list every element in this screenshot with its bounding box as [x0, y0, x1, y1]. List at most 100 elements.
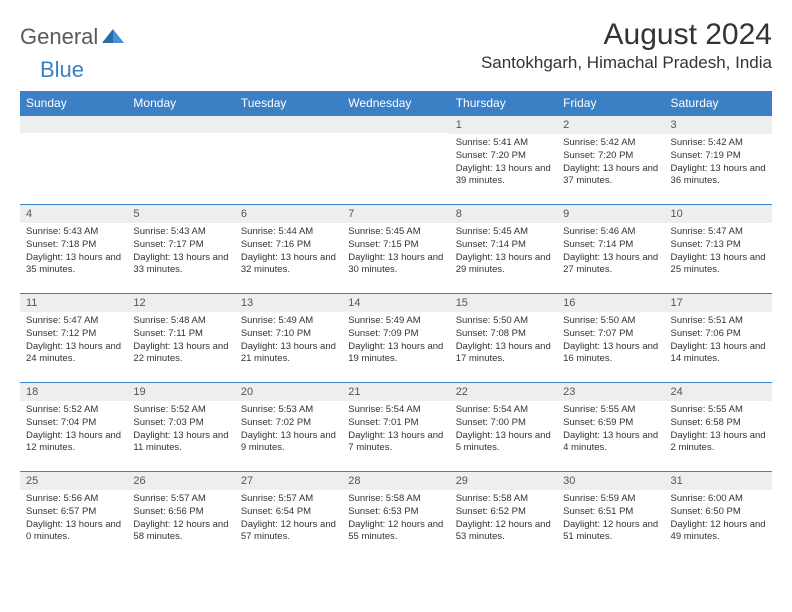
day-cell: 18Sunrise: 5:52 AMSunset: 7:04 PMDayligh… — [20, 383, 127, 472]
day-details: Sunrise: 5:48 AMSunset: 7:11 PMDaylight:… — [127, 312, 234, 372]
day-cell: 19Sunrise: 5:52 AMSunset: 7:03 PMDayligh… — [127, 383, 234, 472]
day-cell: 28Sunrise: 5:58 AMSunset: 6:53 PMDayligh… — [342, 472, 449, 561]
weekday-header: Friday — [557, 91, 664, 116]
day-details: Sunrise: 5:58 AMSunset: 6:53 PMDaylight:… — [342, 490, 449, 550]
day-number: 13 — [235, 294, 342, 312]
day-details: Sunrise: 5:41 AMSunset: 7:20 PMDaylight:… — [450, 134, 557, 194]
weekday-header-row: SundayMondayTuesdayWednesdayThursdayFrid… — [20, 91, 772, 116]
day-details: Sunrise: 5:55 AMSunset: 6:59 PMDaylight:… — [557, 401, 664, 461]
weekday-header: Tuesday — [235, 91, 342, 116]
day-number: 22 — [450, 383, 557, 401]
day-details: Sunrise: 5:43 AMSunset: 7:17 PMDaylight:… — [127, 223, 234, 283]
day-cell: 23Sunrise: 5:55 AMSunset: 6:59 PMDayligh… — [557, 383, 664, 472]
day-number: 25 — [20, 472, 127, 490]
day-cell: 27Sunrise: 5:57 AMSunset: 6:54 PMDayligh… — [235, 472, 342, 561]
day-details: Sunrise: 5:54 AMSunset: 7:00 PMDaylight:… — [450, 401, 557, 461]
day-details: Sunrise: 5:45 AMSunset: 7:14 PMDaylight:… — [450, 223, 557, 283]
empty-day — [20, 116, 127, 133]
day-cell: 11Sunrise: 5:47 AMSunset: 7:12 PMDayligh… — [20, 294, 127, 383]
day-cell: 12Sunrise: 5:48 AMSunset: 7:11 PMDayligh… — [127, 294, 234, 383]
empty-day — [342, 116, 449, 133]
day-cell: 1Sunrise: 5:41 AMSunset: 7:20 PMDaylight… — [450, 116, 557, 205]
day-details: Sunrise: 5:58 AMSunset: 6:52 PMDaylight:… — [450, 490, 557, 550]
day-cell: 29Sunrise: 5:58 AMSunset: 6:52 PMDayligh… — [450, 472, 557, 561]
day-cell: 20Sunrise: 5:53 AMSunset: 7:02 PMDayligh… — [235, 383, 342, 472]
day-cell: 3Sunrise: 5:42 AMSunset: 7:19 PMDaylight… — [665, 116, 772, 205]
month-title: August 2024 — [481, 18, 772, 51]
day-cell: 2Sunrise: 5:42 AMSunset: 7:20 PMDaylight… — [557, 116, 664, 205]
day-details: Sunrise: 5:43 AMSunset: 7:18 PMDaylight:… — [20, 223, 127, 283]
day-cell: 5Sunrise: 5:43 AMSunset: 7:17 PMDaylight… — [127, 205, 234, 294]
day-cell: 15Sunrise: 5:50 AMSunset: 7:08 PMDayligh… — [450, 294, 557, 383]
day-cell: 30Sunrise: 5:59 AMSunset: 6:51 PMDayligh… — [557, 472, 664, 561]
day-details: Sunrise: 5:51 AMSunset: 7:06 PMDaylight:… — [665, 312, 772, 372]
empty-day — [235, 116, 342, 133]
day-number: 3 — [665, 116, 772, 134]
day-cell: 22Sunrise: 5:54 AMSunset: 7:00 PMDayligh… — [450, 383, 557, 472]
day-number: 1 — [450, 116, 557, 134]
day-details: Sunrise: 5:53 AMSunset: 7:02 PMDaylight:… — [235, 401, 342, 461]
day-number: 27 — [235, 472, 342, 490]
day-number: 29 — [450, 472, 557, 490]
day-details: Sunrise: 5:45 AMSunset: 7:15 PMDaylight:… — [342, 223, 449, 283]
day-details: Sunrise: 6:00 AMSunset: 6:50 PMDaylight:… — [665, 490, 772, 550]
day-number: 19 — [127, 383, 234, 401]
day-cell: 17Sunrise: 5:51 AMSunset: 7:06 PMDayligh… — [665, 294, 772, 383]
day-cell — [20, 116, 127, 205]
day-details: Sunrise: 5:42 AMSunset: 7:20 PMDaylight:… — [557, 134, 664, 194]
calendar-week-row: 1Sunrise: 5:41 AMSunset: 7:20 PMDaylight… — [20, 116, 772, 205]
day-number: 17 — [665, 294, 772, 312]
calendar-body: 1Sunrise: 5:41 AMSunset: 7:20 PMDaylight… — [20, 116, 772, 561]
day-details: Sunrise: 5:49 AMSunset: 7:10 PMDaylight:… — [235, 312, 342, 372]
day-number: 14 — [342, 294, 449, 312]
day-cell: 4Sunrise: 5:43 AMSunset: 7:18 PMDaylight… — [20, 205, 127, 294]
calendar-week-row: 4Sunrise: 5:43 AMSunset: 7:18 PMDaylight… — [20, 205, 772, 294]
day-number: 15 — [450, 294, 557, 312]
day-number: 4 — [20, 205, 127, 223]
weekday-header: Monday — [127, 91, 234, 116]
day-cell: 13Sunrise: 5:49 AMSunset: 7:10 PMDayligh… — [235, 294, 342, 383]
brand-part1: General — [20, 24, 98, 50]
day-number: 8 — [450, 205, 557, 223]
calendar-week-row: 18Sunrise: 5:52 AMSunset: 7:04 PMDayligh… — [20, 383, 772, 472]
day-number: 16 — [557, 294, 664, 312]
day-cell: 14Sunrise: 5:49 AMSunset: 7:09 PMDayligh… — [342, 294, 449, 383]
weekday-header: Wednesday — [342, 91, 449, 116]
day-details: Sunrise: 5:52 AMSunset: 7:04 PMDaylight:… — [20, 401, 127, 461]
day-cell — [342, 116, 449, 205]
calendar-table: SundayMondayTuesdayWednesdayThursdayFrid… — [20, 91, 772, 560]
day-cell — [127, 116, 234, 205]
day-number: 23 — [557, 383, 664, 401]
day-number: 21 — [342, 383, 449, 401]
calendar-week-row: 25Sunrise: 5:56 AMSunset: 6:57 PMDayligh… — [20, 472, 772, 561]
day-cell: 24Sunrise: 5:55 AMSunset: 6:58 PMDayligh… — [665, 383, 772, 472]
day-details: Sunrise: 5:54 AMSunset: 7:01 PMDaylight:… — [342, 401, 449, 461]
brand-logo: General — [20, 18, 126, 50]
day-number: 11 — [20, 294, 127, 312]
day-number: 31 — [665, 472, 772, 490]
day-details: Sunrise: 5:55 AMSunset: 6:58 PMDaylight:… — [665, 401, 772, 461]
day-number: 28 — [342, 472, 449, 490]
day-number: 7 — [342, 205, 449, 223]
day-cell: 21Sunrise: 5:54 AMSunset: 7:01 PMDayligh… — [342, 383, 449, 472]
day-number: 30 — [557, 472, 664, 490]
weekday-header: Sunday — [20, 91, 127, 116]
day-cell: 6Sunrise: 5:44 AMSunset: 7:16 PMDaylight… — [235, 205, 342, 294]
day-number: 2 — [557, 116, 664, 134]
day-cell — [235, 116, 342, 205]
day-number: 26 — [127, 472, 234, 490]
day-details: Sunrise: 5:50 AMSunset: 7:07 PMDaylight:… — [557, 312, 664, 372]
day-cell: 26Sunrise: 5:57 AMSunset: 6:56 PMDayligh… — [127, 472, 234, 561]
day-number: 6 — [235, 205, 342, 223]
day-details: Sunrise: 5:47 AMSunset: 7:12 PMDaylight:… — [20, 312, 127, 372]
day-cell: 7Sunrise: 5:45 AMSunset: 7:15 PMDaylight… — [342, 205, 449, 294]
day-details: Sunrise: 5:42 AMSunset: 7:19 PMDaylight:… — [665, 134, 772, 194]
day-details: Sunrise: 5:50 AMSunset: 7:08 PMDaylight:… — [450, 312, 557, 372]
day-number: 10 — [665, 205, 772, 223]
day-details: Sunrise: 5:52 AMSunset: 7:03 PMDaylight:… — [127, 401, 234, 461]
day-details: Sunrise: 5:44 AMSunset: 7:16 PMDaylight:… — [235, 223, 342, 283]
day-number: 24 — [665, 383, 772, 401]
day-cell: 25Sunrise: 5:56 AMSunset: 6:57 PMDayligh… — [20, 472, 127, 561]
day-details: Sunrise: 5:47 AMSunset: 7:13 PMDaylight:… — [665, 223, 772, 283]
day-number: 12 — [127, 294, 234, 312]
